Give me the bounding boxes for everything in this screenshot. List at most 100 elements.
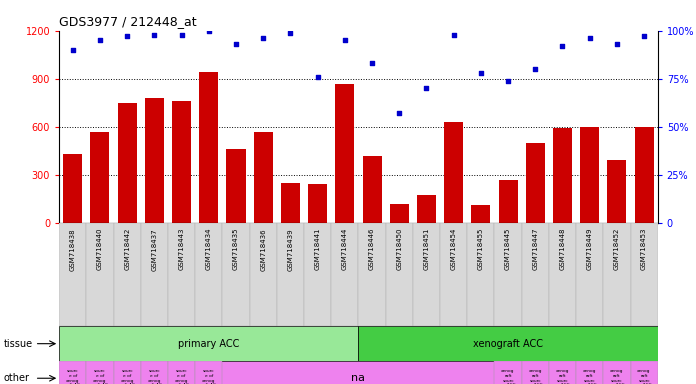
FancyBboxPatch shape — [113, 361, 141, 384]
FancyBboxPatch shape — [413, 223, 440, 326]
Text: sourc
e of
xenog
raft AC: sourc e of xenog raft AC — [147, 369, 162, 384]
Point — [611, 41, 622, 47]
FancyBboxPatch shape — [113, 223, 141, 326]
FancyBboxPatch shape — [386, 223, 413, 326]
Text: GSM718435: GSM718435 — [233, 228, 239, 270]
Bar — [635, 127, 654, 223]
Bar — [363, 156, 381, 223]
Text: GSM718446: GSM718446 — [369, 228, 375, 270]
Text: xenog
raft
sourc
e: ACC: xenog raft sourc e: ACC — [583, 369, 597, 384]
Point — [503, 78, 514, 84]
Text: GSM718444: GSM718444 — [342, 228, 348, 270]
FancyBboxPatch shape — [59, 326, 358, 361]
Bar — [63, 154, 82, 223]
Text: tissue: tissue — [3, 339, 33, 349]
Bar — [199, 72, 219, 223]
Text: GSM718454: GSM718454 — [451, 228, 457, 270]
Point — [68, 47, 79, 53]
Bar — [608, 161, 626, 223]
Text: GSM718438: GSM718438 — [70, 228, 76, 271]
Point — [557, 43, 568, 49]
Bar — [553, 128, 572, 223]
Bar — [145, 98, 164, 223]
Bar — [90, 131, 109, 223]
Text: sourc
e of
xenog
raft AC: sourc e of xenog raft AC — [174, 369, 189, 384]
Point — [285, 30, 296, 36]
Point — [638, 33, 649, 40]
Bar — [580, 127, 599, 223]
Text: GSM718448: GSM718448 — [560, 228, 565, 270]
FancyBboxPatch shape — [86, 361, 113, 384]
Text: primary ACC: primary ACC — [178, 339, 239, 349]
Bar — [498, 180, 518, 223]
FancyBboxPatch shape — [358, 326, 658, 361]
Text: xenog
raft
sourc
e: ACC: xenog raft sourc e: ACC — [528, 369, 543, 384]
FancyBboxPatch shape — [141, 361, 168, 384]
FancyBboxPatch shape — [549, 223, 576, 326]
Text: GSM718451: GSM718451 — [423, 228, 429, 270]
Point — [176, 31, 187, 38]
Text: sourc
e of
xenog
raft AC: sourc e of xenog raft AC — [201, 369, 216, 384]
Text: GSM718447: GSM718447 — [532, 228, 538, 270]
FancyBboxPatch shape — [576, 361, 603, 384]
Text: sourc
e of
xenog
raft AC: sourc e of xenog raft AC — [93, 369, 107, 384]
Bar — [390, 204, 409, 223]
Bar — [172, 101, 191, 223]
Text: sourc
e of
xenog
raft AC: sourc e of xenog raft AC — [65, 369, 80, 384]
FancyBboxPatch shape — [467, 223, 494, 326]
FancyBboxPatch shape — [250, 223, 277, 326]
FancyBboxPatch shape — [494, 223, 522, 326]
Point — [421, 85, 432, 91]
Text: xenog
raft
sourc
e: ACC: xenog raft sourc e: ACC — [501, 369, 515, 384]
Bar — [525, 143, 545, 223]
Text: GSM718452: GSM718452 — [614, 228, 620, 270]
FancyBboxPatch shape — [277, 223, 304, 326]
Text: GSM718437: GSM718437 — [152, 228, 157, 271]
Bar — [226, 149, 246, 223]
Text: other: other — [3, 373, 29, 383]
Bar — [471, 205, 491, 223]
Text: GSM718439: GSM718439 — [287, 228, 294, 271]
Point — [367, 60, 378, 66]
FancyBboxPatch shape — [576, 223, 603, 326]
FancyBboxPatch shape — [331, 223, 358, 326]
Text: na: na — [351, 373, 365, 383]
FancyBboxPatch shape — [141, 223, 168, 326]
FancyBboxPatch shape — [195, 361, 223, 384]
Point — [230, 41, 242, 47]
Text: GSM718445: GSM718445 — [505, 228, 511, 270]
FancyBboxPatch shape — [59, 361, 86, 384]
FancyBboxPatch shape — [440, 223, 467, 326]
Point — [339, 37, 350, 43]
Text: GSM718455: GSM718455 — [478, 228, 484, 270]
Text: GSM718449: GSM718449 — [587, 228, 593, 270]
Bar — [308, 184, 327, 223]
FancyBboxPatch shape — [86, 223, 113, 326]
Point — [203, 28, 214, 34]
Bar — [253, 131, 273, 223]
Point — [95, 37, 106, 43]
Point — [149, 31, 160, 38]
FancyBboxPatch shape — [522, 361, 549, 384]
FancyBboxPatch shape — [168, 361, 195, 384]
FancyBboxPatch shape — [494, 361, 522, 384]
FancyBboxPatch shape — [59, 223, 86, 326]
Point — [394, 110, 405, 116]
FancyBboxPatch shape — [358, 223, 386, 326]
Text: GSM718443: GSM718443 — [179, 228, 184, 270]
Point — [258, 35, 269, 41]
Bar — [118, 103, 136, 223]
Bar — [444, 122, 464, 223]
FancyBboxPatch shape — [195, 223, 223, 326]
Bar — [417, 195, 436, 223]
Text: GSM718441: GSM718441 — [315, 228, 321, 270]
Point — [584, 35, 595, 41]
FancyBboxPatch shape — [59, 361, 658, 384]
Point — [475, 70, 487, 76]
Text: GSM718434: GSM718434 — [206, 228, 212, 270]
FancyBboxPatch shape — [168, 223, 195, 326]
Text: GSM718450: GSM718450 — [396, 228, 402, 270]
FancyBboxPatch shape — [304, 223, 331, 326]
Text: xenog
raft
sourc
e: ACC: xenog raft sourc e: ACC — [555, 369, 570, 384]
FancyBboxPatch shape — [603, 223, 631, 326]
